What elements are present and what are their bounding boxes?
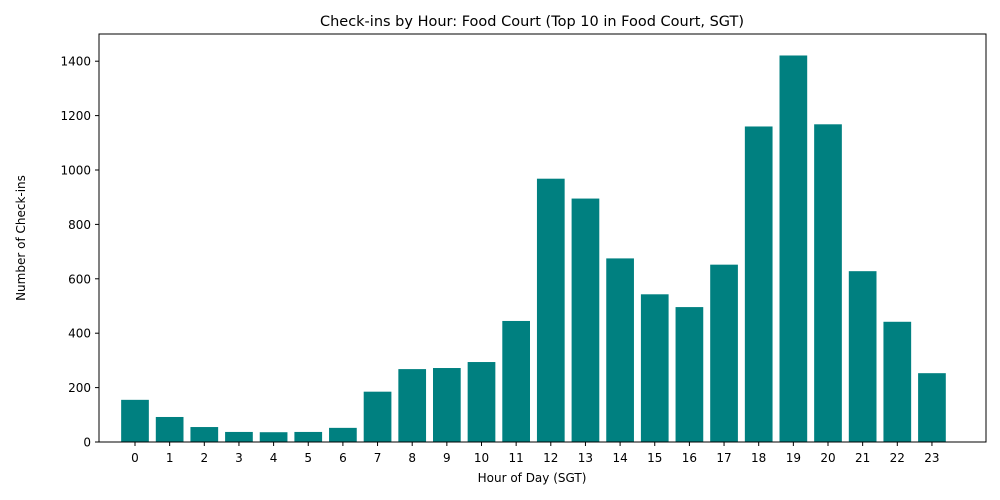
chart-title: Check-ins by Hour: Food Court (Top 10 in… (320, 14, 744, 30)
y-tick-label: 200 (68, 381, 91, 395)
bar-hour-6 (329, 427, 357, 442)
y-tick-label: 1400 (60, 55, 91, 69)
bar-hour-22 (883, 321, 912, 442)
bar-hour-18 (744, 126, 773, 442)
bar-hour-3 (225, 431, 253, 442)
bar-hour-2 (190, 427, 219, 442)
x-tick-label: 21 (855, 451, 870, 465)
x-tick-label: 2 (200, 451, 208, 465)
bar-hour-20 (814, 124, 842, 443)
x-tick-label: 5 (304, 451, 312, 465)
x-tick-label: 16 (682, 451, 697, 465)
x-tick-label: 0 (131, 451, 139, 465)
y-tick-label: 400 (68, 327, 91, 341)
x-tick-label: 18 (751, 451, 766, 465)
bar-hour-13 (571, 198, 600, 442)
bar-hour-12 (536, 178, 565, 442)
x-tick-label: 8 (408, 451, 416, 465)
x-tick-label: 9 (443, 451, 451, 465)
x-tick-label: 13 (578, 451, 593, 465)
x-tick-label: 19 (786, 451, 801, 465)
bar-hour-14 (606, 258, 634, 442)
x-tick-label: 11 (509, 451, 524, 465)
bar-hour-10 (467, 362, 496, 442)
x-tick-label: 20 (820, 451, 835, 465)
bar-hour-17 (710, 264, 738, 442)
bar-hour-8 (398, 369, 427, 442)
bar-hour-0 (121, 399, 149, 442)
bar-hour-23 (918, 373, 946, 442)
x-tick-label: 3 (235, 451, 243, 465)
bar-hour-9 (433, 368, 461, 442)
x-tick-label: 14 (612, 451, 627, 465)
bar-hour-16 (675, 307, 704, 442)
bar-hour-5 (294, 431, 323, 442)
x-tick-label: 4 (270, 451, 278, 465)
y-tick-label: 800 (68, 218, 91, 232)
bars-layer (121, 55, 946, 443)
x-axis: 0 1 2 3 4 5 6 7 8 9 10 11 12 13 14 15 16 17 18 19 20 21 22 23 (131, 442, 940, 465)
y-axis-title: Number of Check-ins (14, 175, 28, 301)
y-tick-label: 1000 (60, 164, 91, 178)
y-tick-label: 600 (68, 272, 91, 286)
bar-hour-7 (363, 391, 392, 442)
y-axis: 0 200 400 600 800 1000 1200 1400 (60, 55, 99, 450)
y-tick-label: 0 (83, 436, 91, 450)
x-axis-title: Hour of Day (SGT) (478, 471, 587, 485)
x-tick-label: 22 (890, 451, 905, 465)
bar-hour-1 (155, 416, 184, 442)
bar-hour-4 (259, 432, 288, 442)
bar-hour-15 (640, 294, 669, 442)
x-tick-label: 15 (647, 451, 662, 465)
x-tick-label: 7 (374, 451, 382, 465)
plot-frame (98, 33, 987, 443)
x-tick-label: 17 (716, 451, 731, 465)
x-tick-label: 10 (474, 451, 489, 465)
x-tick-label: 1 (166, 451, 174, 465)
bar-hour-19 (779, 55, 808, 443)
x-tick-label: 6 (339, 451, 347, 465)
x-tick-label: 12 (543, 451, 558, 465)
y-tick-label: 1200 (60, 109, 91, 123)
bar-hour-21 (848, 271, 877, 442)
x-tick-label: 23 (924, 451, 939, 465)
bar-hour-11 (502, 320, 530, 442)
